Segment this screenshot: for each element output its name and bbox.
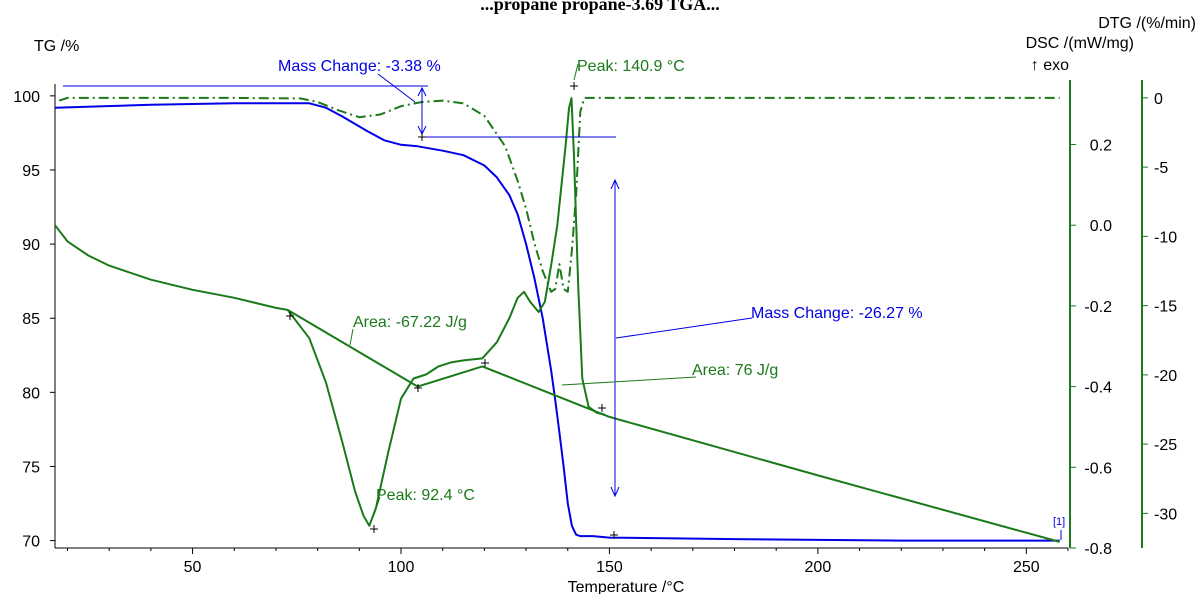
- annotation-area-pos: Area: 76 J/g: [692, 362, 778, 379]
- tg-tick-label: 95: [22, 163, 40, 180]
- tg-axis-label: TG /%: [34, 38, 79, 55]
- x-tick-label: 100: [388, 559, 415, 576]
- dsc-tick-label: 0.2: [1090, 138, 1112, 155]
- tg-tick-label: 90: [22, 237, 40, 254]
- dsc-axis-label: DSC /(mW/mg): [1026, 35, 1134, 52]
- x-tick-label: 200: [805, 559, 832, 576]
- annotation-mass-change-2: Mass Change: -26.27 %: [751, 305, 923, 322]
- annotation-area-neg: Area: -67.22 J/g: [353, 314, 467, 331]
- tg-tick-label: 85: [22, 311, 40, 328]
- annotation-mass-change-1: Mass Change: -3.38 %: [278, 58, 441, 75]
- dtg-tick-label: -20: [1154, 368, 1177, 385]
- series-line-dtg-3: [58, 96, 1060, 293]
- plot-area: [54, 96, 1060, 543]
- dtg-tick-label: -5: [1154, 160, 1168, 177]
- annotation-lines: [63, 63, 1062, 540]
- dtg-tick-label: -25: [1154, 437, 1177, 454]
- dsc-tick-label: -0.8: [1084, 541, 1112, 558]
- dtg-tick-label: -10: [1154, 229, 1177, 246]
- chart-title: ...propane propane-3.69 TGA...: [480, 0, 720, 14]
- series-line-dsc-1: [54, 97, 606, 527]
- x-tick-label: 150: [596, 559, 623, 576]
- dtg-axis-label: DTG /(%/min): [1098, 15, 1196, 32]
- x-tick-label: 50: [184, 559, 202, 576]
- dtg-tick-label: -30: [1154, 506, 1177, 523]
- dsc-tick-label: -0.6: [1084, 460, 1112, 477]
- dsc-tick-label: -0.4: [1084, 380, 1112, 397]
- dsc-tick-label: -0.2: [1084, 299, 1112, 316]
- axis-ticks: 50 100 150 200 250 70 75 80 85 90 95 100 0.2 0.0 -0.2 -…: [13, 89, 1177, 576]
- series-line-tg-0: [54, 102, 1060, 542]
- tg-tick-label: 80: [22, 385, 40, 402]
- tg-tick-label: 70: [22, 534, 40, 551]
- dtg-tick-label: 0: [1154, 91, 1163, 108]
- series-line-dsc-2: [287, 309, 1060, 543]
- dtg-tick-label: -15: [1154, 299, 1177, 316]
- tg-tick-label: 100: [13, 89, 40, 106]
- cross-markers: [286, 82, 618, 539]
- dsc-tick-label: 0.0: [1090, 218, 1112, 235]
- tg-tick-label: 75: [22, 459, 40, 476]
- annotation-peak-92: Peak: 92.4 °C: [376, 487, 475, 504]
- annotation-peak-140: Peak: 140.9 °C: [577, 58, 685, 75]
- curve-index-label: [1]: [1053, 516, 1065, 528]
- x-tick-label: 250: [1013, 559, 1040, 576]
- x-axis-label: Temperature /°C: [568, 579, 685, 594]
- exo-direction-label: ↑ exo: [1031, 57, 1069, 74]
